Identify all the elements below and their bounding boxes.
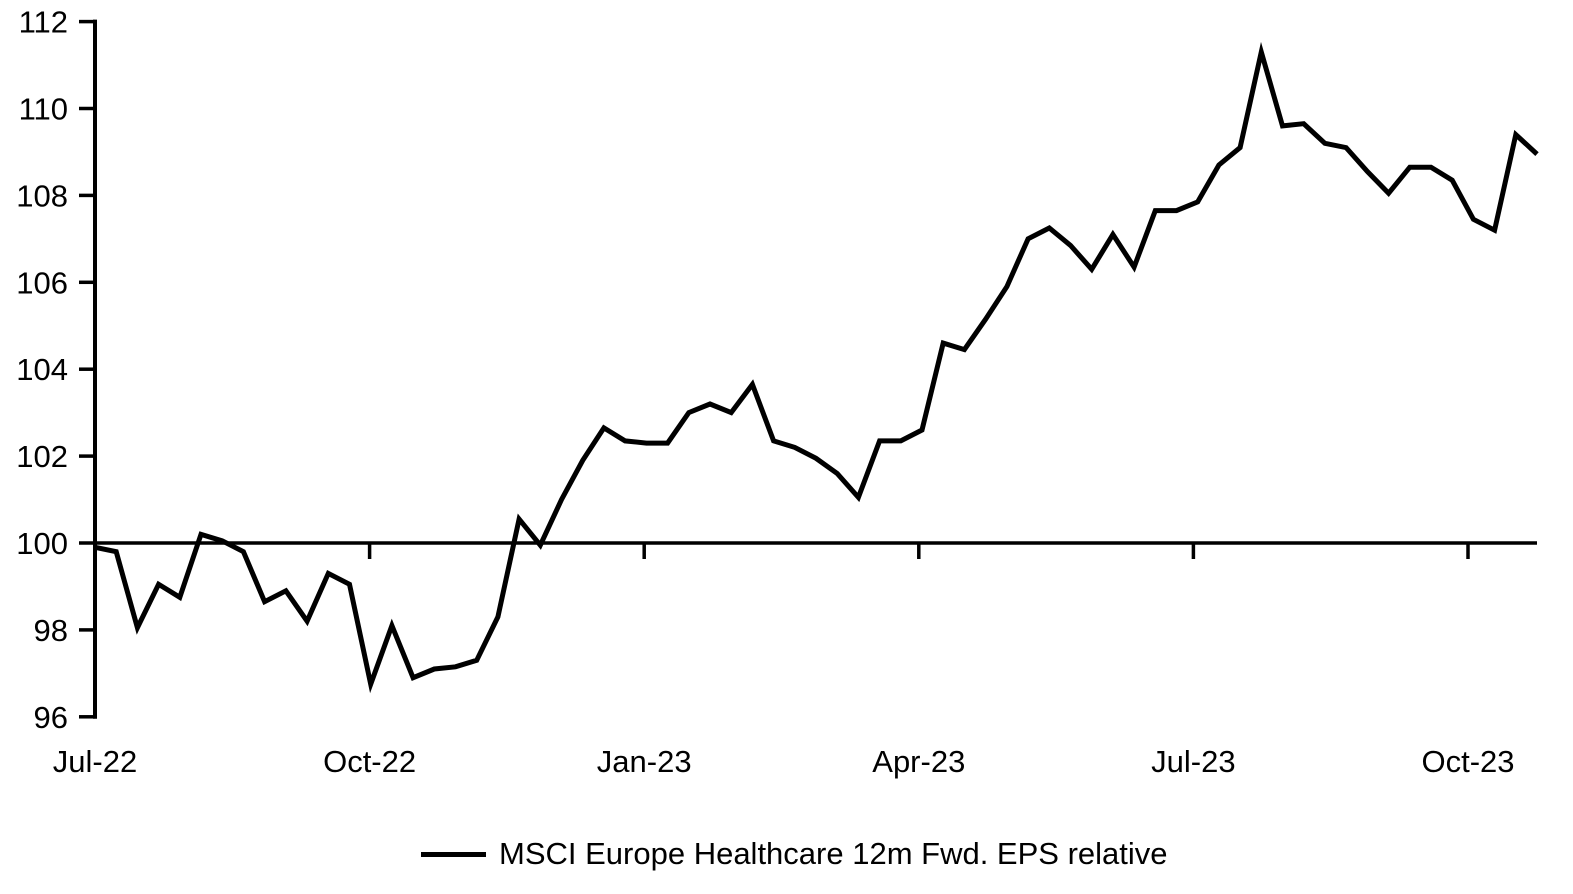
x-tick-label: Apr-23 xyxy=(872,744,965,779)
x-tick-label: Jul-22 xyxy=(53,744,137,779)
chart-svg: 96 98 100 102 104 106 108 110 112 Jul-22 Oct-22 Jan… xyxy=(16,5,1539,779)
y-tick-label: 108 xyxy=(16,178,68,213)
x-tick-label: Jul-23 xyxy=(1151,744,1235,779)
y-tick-label: 102 xyxy=(16,439,68,474)
y-tick-label: 110 xyxy=(19,92,68,127)
legend: MSCI Europe Healthcare 12m Fwd. EPS rela… xyxy=(421,836,1168,872)
y-tick-label: 100 xyxy=(16,526,68,561)
y-tick-label: 104 xyxy=(16,352,68,387)
x-tick-label: Oct-22 xyxy=(323,744,416,779)
x-tick-label: Jan-23 xyxy=(597,744,692,779)
legend-line-swatch xyxy=(421,851,486,857)
y-tick-label: 96 xyxy=(34,700,68,735)
y-tick-label: 112 xyxy=(19,5,68,40)
x-tick-label: Oct-23 xyxy=(1421,744,1514,779)
y-tick-label: 98 xyxy=(34,613,68,648)
y-tick-label: 106 xyxy=(16,265,68,300)
series-line xyxy=(94,41,1539,694)
legend-label: MSCI Europe Healthcare 12m Fwd. EPS rela… xyxy=(499,836,1168,871)
